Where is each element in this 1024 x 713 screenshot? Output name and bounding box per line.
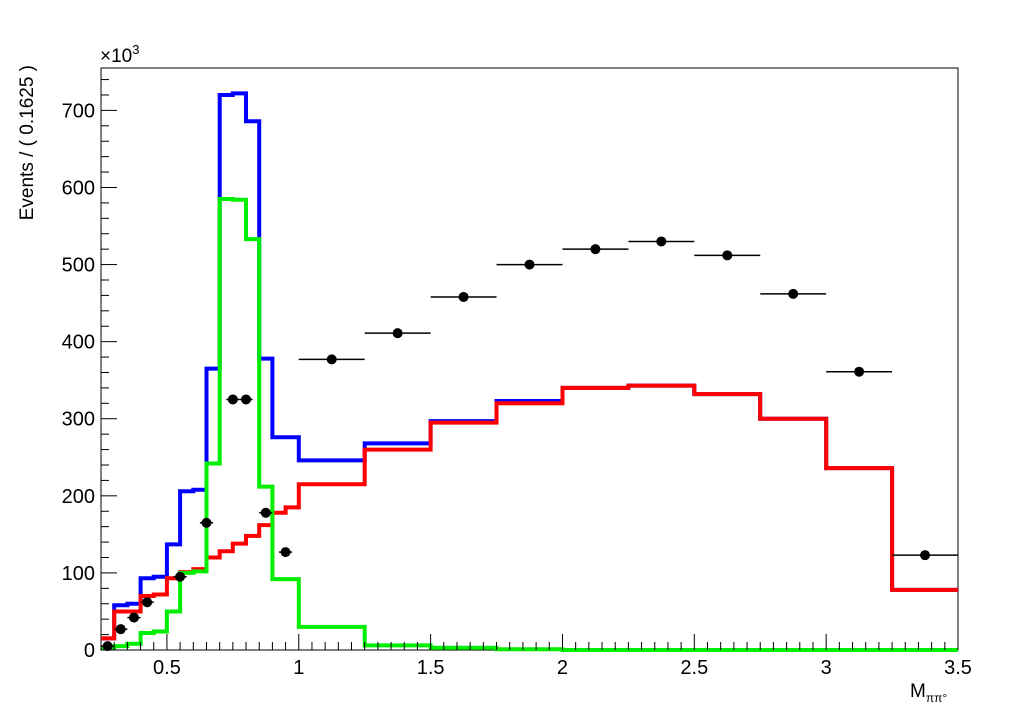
data-point-18 [854, 366, 865, 377]
y-tick-label: 300 [62, 409, 95, 431]
x-tick-label: 2 [557, 657, 568, 679]
data-point-1 [115, 624, 126, 635]
data-point-9 [280, 547, 291, 558]
y-axis-title: Events / ( 0.1625 ) [17, 65, 38, 220]
data-point-0 [102, 641, 113, 652]
y-tick-label: 0 [84, 640, 95, 662]
y-tick-label: 200 [62, 486, 95, 508]
x-axis-title: Mππ° [910, 681, 947, 705]
data-point-13 [524, 259, 535, 270]
x-tick-label: 0.5 [153, 657, 181, 679]
data-point-6 [227, 394, 238, 405]
y-tick-label: 400 [62, 332, 95, 354]
data-point-10 [326, 354, 337, 365]
data-point-11 [392, 328, 403, 339]
y-tick-label: 500 [62, 255, 95, 277]
y-exponent-label: ×103 [100, 42, 139, 67]
data-point-3 [142, 597, 153, 608]
data-point-4 [175, 571, 186, 582]
axis-layer: 0.5 1 1.5 2 2.5 3 3.5 0 100 200 300 400 500 600 700 [62, 79, 972, 679]
data-point-14 [590, 244, 601, 255]
x-tick-label: 3.5 [944, 657, 972, 679]
data-point-19 [920, 550, 931, 561]
series-2-histogram [101, 197, 958, 652]
series-0-histogram [101, 91, 958, 641]
data-point-7 [241, 394, 252, 405]
data-point-15 [656, 236, 667, 247]
data-point-2 [128, 612, 139, 623]
x-tick-label: 2.5 [680, 657, 708, 679]
data-point-8 [260, 507, 271, 518]
data-point-17 [788, 288, 799, 299]
x-tick-label: 1.5 [417, 657, 445, 679]
y-tick-label: 600 [62, 177, 95, 199]
data-point-5 [201, 517, 212, 528]
data-point-12 [458, 291, 469, 302]
x-tick-label: 1 [293, 657, 304, 679]
y-tick-label: 100 [62, 563, 95, 585]
plot-frame [100, 67, 959, 651]
data-points-layer [101, 236, 958, 652]
series-1-histogram [101, 383, 958, 641]
data-point-16 [722, 250, 733, 261]
x-tick-label: 3 [821, 657, 832, 679]
series-layer [101, 91, 958, 652]
y-tick-label: 700 [62, 100, 95, 122]
